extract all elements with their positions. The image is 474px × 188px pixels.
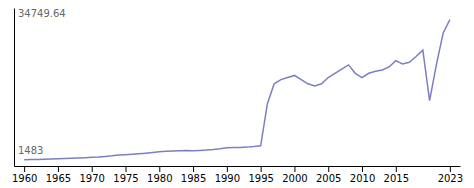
plot-area: 1960 1965 1970 1975 1980 1985 1990 1995 2000 2005… [12,9,463,185]
x-tick-mark [261,166,262,172]
x-tick: 1990 [215,166,240,184]
y-axis [14,9,15,167]
y-axis-line [14,9,15,167]
x-tick: 2023 [438,166,463,184]
x-tick-label: 1995 [248,173,273,184]
x-tick-mark [294,166,295,172]
x-tick-mark [92,166,93,172]
x-tick-label: 2005 [316,173,341,184]
x-tick-mark [58,166,59,172]
x-tick-label: 1970 [79,173,104,184]
x-tick-mark [396,166,397,172]
x-tick: 1985 [181,166,206,184]
x-tick-mark [227,166,228,172]
annotations: 34749.64 1483 [18,8,66,156]
x-tick: 2010 [350,166,375,184]
x-tick-mark [362,166,363,172]
marks [24,20,450,160]
annotation: 34749.64 [18,8,66,19]
x-axis: 1960 1965 1970 1975 1980 1985 1990 1995 2000 2005… [12,166,463,184]
x-tick: 1975 [113,166,138,184]
x-tick: 1960 [12,166,37,184]
x-tick-label: 1990 [215,173,240,184]
x-tick-label: 2010 [350,173,375,184]
line [24,20,450,160]
x-tick-mark [126,166,127,172]
x-tick-mark [193,166,194,172]
x-tick-label: 1985 [181,173,206,184]
x-axis-line [15,166,461,167]
x-tick-mark [328,166,329,172]
x-tick-label: 2023 [438,173,463,184]
x-tick: 1980 [147,166,172,184]
x-tick-mark [159,166,160,172]
x-tick-label: 1960 [12,173,37,184]
annotation: 1483 [18,145,43,156]
x-tick-label: 2000 [282,173,307,184]
x-tick: 2000 [282,166,307,184]
chart: 1960 1965 1970 1975 1980 1985 1990 1995 2000 2005… [0,0,474,188]
x-tick: 1995 [248,166,273,184]
x-tick-label: 1980 [147,173,172,184]
x-tick-mark [450,166,451,172]
x-tick-label: 2015 [384,173,409,184]
x-tick-mark [24,166,25,172]
x-tick-label: 1965 [46,173,71,184]
x-tick-label: 1975 [113,173,138,184]
x-tick: 1965 [46,166,71,184]
x-tick: 2015 [384,166,409,184]
x-tick: 2005 [316,166,341,184]
x-tick: 1970 [79,166,104,184]
